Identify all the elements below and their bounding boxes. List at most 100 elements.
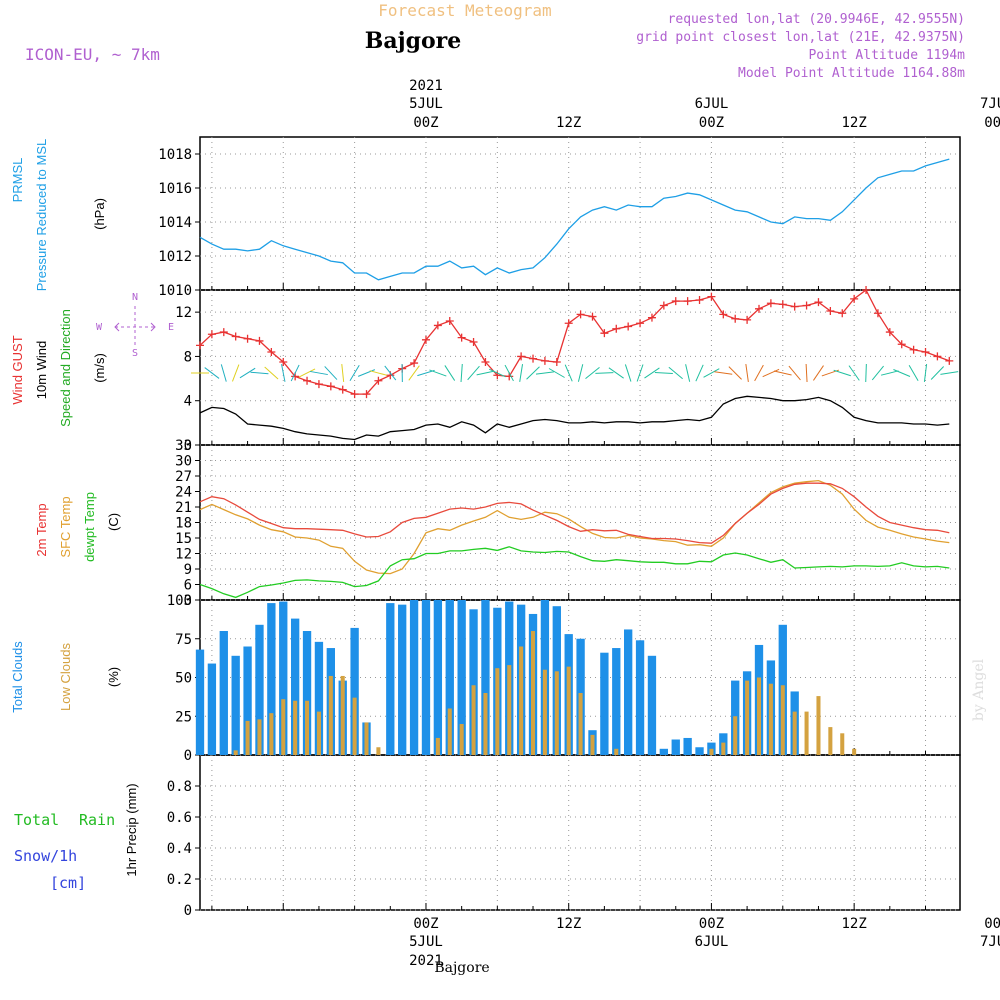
low-cloud-bar — [495, 668, 500, 755]
snow-label: Snow/1h — [14, 847, 77, 865]
gust-point-marker — [743, 315, 752, 324]
low-cloud-bar — [542, 669, 547, 755]
wind-arrow — [239, 367, 256, 379]
gust-point-marker — [790, 302, 799, 311]
grid-lines — [200, 137, 960, 911]
total-cloud-bar — [255, 624, 264, 755]
bottom-time-label: 7JUL — [980, 934, 1000, 950]
gust-point-marker — [433, 321, 442, 330]
wind-arrow — [341, 363, 345, 383]
wind-arrow — [636, 364, 644, 382]
low-cloud-bar — [483, 693, 488, 755]
gust-point-marker — [826, 307, 835, 316]
wind-arrow — [220, 364, 227, 382]
wind-arrow — [369, 370, 388, 376]
y-tick-label-rain: 0.4 — [167, 841, 192, 857]
total-cloud-bar — [647, 655, 657, 755]
wind-arrow — [880, 370, 899, 376]
sfc-temp-label: SFC Temp — [58, 496, 73, 557]
gust-point-marker — [647, 313, 656, 322]
wind-arrow — [608, 367, 624, 379]
y-tick-label-temp: 6 — [184, 578, 192, 594]
top-time-label: 00Z — [413, 115, 438, 131]
low-cloud-bar — [281, 699, 286, 755]
percent-unit-label: (%) — [106, 667, 121, 687]
wind-arrow — [519, 364, 524, 382]
wind-arrow — [908, 364, 919, 382]
y-tick-label-rain: 0.8 — [167, 779, 192, 795]
low-clouds-label: Low Clouds — [58, 643, 73, 711]
wind-arrow — [930, 366, 945, 380]
low-cloud-bar — [721, 742, 726, 755]
y-tick-label-clouds: 0 — [184, 748, 192, 764]
y-tick-label-clouds: 75 — [175, 632, 192, 648]
footer-location: Bajgore — [434, 960, 489, 976]
total-cloud-bar — [695, 747, 704, 755]
gust-point-marker — [695, 295, 704, 304]
wind-arrow — [848, 365, 860, 381]
total-cloud-bar — [302, 631, 312, 755]
gust-point-marker — [933, 352, 942, 361]
gust-point-marker — [683, 297, 692, 306]
low-cloud-bar — [828, 727, 833, 755]
pressure-line — [199, 158, 950, 281]
gust-point-marker — [231, 332, 240, 341]
wind-arrow — [488, 368, 506, 378]
low-cloud-bar — [507, 665, 512, 755]
gust-point-marker — [766, 299, 775, 308]
compass-icon: N S W E — [96, 292, 174, 359]
rain-label: Rain — [79, 811, 115, 829]
wind-arrow — [444, 365, 456, 381]
wind-arrow — [714, 371, 733, 375]
y-tick-label-temp: 30 — [175, 454, 192, 470]
total-cloud-bar — [207, 663, 217, 755]
low-cloud-bar — [733, 716, 738, 755]
bottom-time-label: 00Z — [413, 916, 438, 932]
gust-point-marker — [552, 357, 561, 366]
gust-point-marker — [707, 292, 716, 301]
compass-s: S — [132, 348, 138, 359]
gust-point-marker — [659, 301, 668, 310]
info-point-altitude: Point Altitude 1194m — [808, 48, 965, 63]
wind-arrow — [871, 365, 884, 381]
total-cloud-bar — [457, 600, 466, 755]
total-cloud-bar — [481, 600, 490, 755]
gust-point-marker — [600, 329, 609, 338]
total-cloud-bar — [267, 603, 276, 755]
total-cloud-bar — [635, 640, 645, 755]
low-cloud-bar — [804, 711, 809, 755]
total-cloud-bar — [445, 600, 454, 755]
y-tick-label-clouds: 50 — [175, 671, 192, 687]
total-cloud-bar — [219, 631, 228, 755]
gust-point-marker — [719, 310, 728, 319]
top-time-label: 00Z — [699, 115, 724, 131]
total-cloud-bar — [421, 600, 431, 755]
low-cloud-bar — [816, 696, 821, 755]
wind-arrow — [281, 364, 286, 382]
bottom-time-label: 5JUL — [409, 934, 443, 950]
gust-point-marker — [445, 317, 454, 325]
total-cloud-bar — [314, 641, 324, 755]
y-tick-label-temp: 9 — [184, 562, 192, 578]
wind-arrow — [685, 364, 691, 382]
wind-arrow — [264, 366, 279, 380]
cloud-labels: Total Clouds Low Clouds (%) — [10, 641, 121, 713]
gust-point-marker — [481, 357, 490, 366]
precip-unit-label: 1hr Precip (mm) — [124, 783, 139, 876]
gust-point-marker — [529, 354, 538, 363]
wind-arrow — [595, 372, 614, 374]
wind-arrow — [467, 365, 480, 381]
bottom-time-label: 12Z — [556, 916, 581, 932]
wind-arrow — [654, 372, 673, 374]
gust-point-marker — [421, 335, 430, 344]
credit-watermark: by Angel — [971, 658, 987, 721]
y-tick-label-rain: 0.6 — [167, 810, 192, 826]
gust-point-marker — [279, 357, 288, 366]
low-cloud-bar — [447, 708, 452, 755]
gust-series-line — [199, 289, 950, 395]
bottom-time-label: 2021 — [409, 953, 443, 969]
low-cloud-bar — [745, 680, 750, 755]
top-time-label: 7JUL — [980, 96, 1000, 112]
bottom-time-label: 12Z — [841, 916, 866, 932]
y-tick-label-temp: 24 — [175, 485, 192, 501]
